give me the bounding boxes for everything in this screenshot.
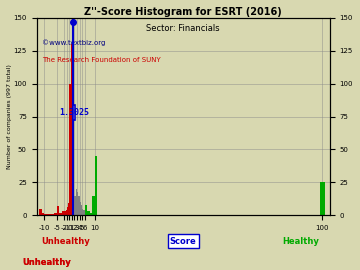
Bar [92, 195, 95, 215]
Bar [320, 183, 325, 215]
Bar [76, 189, 77, 215]
Bar [78, 195, 80, 215]
Text: Unhealthy: Unhealthy [22, 258, 71, 267]
Bar [66, 210, 67, 215]
Bar [82, 209, 83, 215]
Bar [68, 204, 69, 215]
FancyBboxPatch shape [72, 105, 75, 120]
Bar [71, 44, 72, 215]
Bar [42, 213, 44, 215]
Text: Sector: Financials: Sector: Financials [147, 24, 220, 33]
Bar [87, 211, 90, 215]
Text: Unhealthy: Unhealthy [22, 258, 71, 267]
Bar [64, 211, 66, 215]
Bar [47, 214, 49, 215]
Bar [44, 214, 47, 215]
Text: ©www.textbiz.org: ©www.textbiz.org [42, 39, 106, 46]
Bar [62, 211, 64, 215]
Bar [59, 213, 62, 215]
Y-axis label: Number of companies (997 total): Number of companies (997 total) [7, 64, 12, 169]
Text: Score: Score [170, 237, 197, 245]
Bar [75, 195, 76, 215]
Text: Healthy: Healthy [282, 237, 319, 245]
Bar [67, 207, 68, 215]
Bar [83, 210, 85, 215]
Text: The Research Foundation of SUNY: The Research Foundation of SUNY [42, 57, 161, 63]
Title: Z''-Score Histogram for ESRT (2016): Z''-Score Histogram for ESRT (2016) [84, 7, 282, 17]
Text: 1.3025: 1.3025 [59, 108, 89, 117]
Bar [80, 202, 81, 215]
Bar [77, 192, 78, 215]
Bar [52, 214, 54, 215]
Bar [81, 205, 82, 215]
Bar [95, 156, 97, 215]
Bar [54, 213, 57, 215]
Bar [90, 213, 92, 215]
Bar [73, 183, 75, 215]
Bar [49, 214, 52, 215]
Bar [57, 206, 59, 215]
Bar [69, 84, 71, 215]
Bar [39, 209, 42, 215]
Text: Unhealthy: Unhealthy [41, 237, 90, 245]
Bar [85, 205, 87, 215]
Bar [72, 143, 73, 215]
